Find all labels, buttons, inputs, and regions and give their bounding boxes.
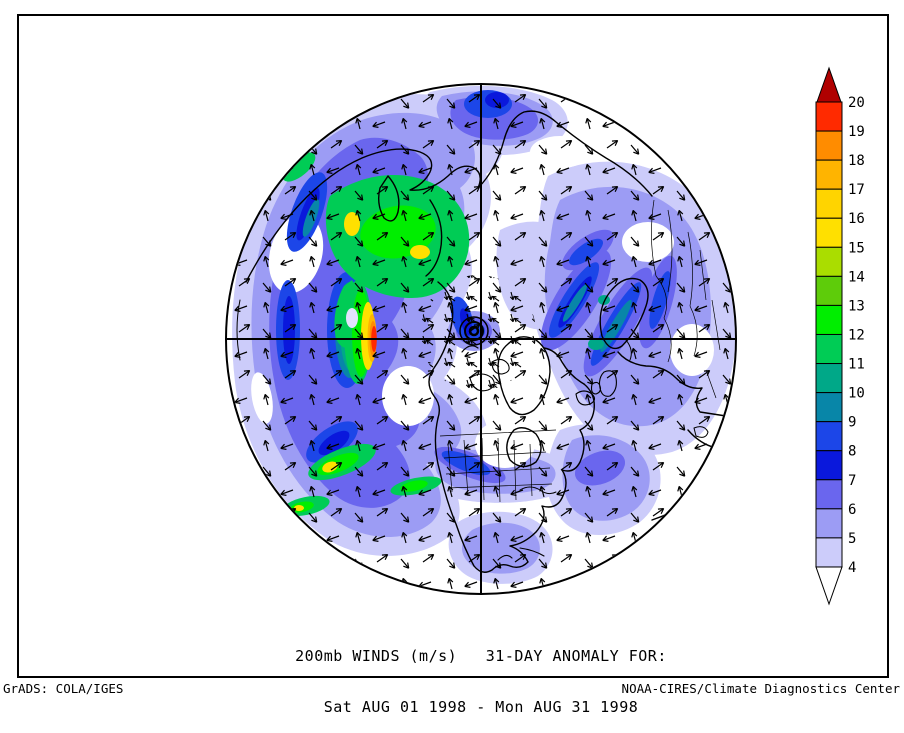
great-lakes — [519, 486, 557, 495]
colorbar-label: 20 — [848, 95, 865, 111]
colorbar-band — [815, 246, 843, 277]
colorbar-label: 6 — [848, 502, 856, 518]
colorbar-label: 19 — [848, 124, 865, 140]
country-borders — [439, 199, 721, 503]
baltic — [625, 339, 632, 361]
colorbar-band — [815, 450, 843, 481]
iceland — [575, 390, 596, 406]
colorbar-band — [815, 363, 843, 394]
colorbar-label: 11 — [848, 357, 865, 373]
north-america-coast — [434, 383, 595, 573]
europe-coast — [617, 351, 727, 417]
colorbar-band — [815, 188, 843, 219]
caribbean — [497, 547, 545, 561]
colorbar-arrow-bottom — [815, 566, 843, 606]
colorbar-band — [815, 421, 843, 452]
colorbar-label: 10 — [848, 386, 865, 402]
anomaly-map-svg: 20 19 18 17 16 15 14 13 12 11 10 9 8 7 6 5 4 — [225, 66, 865, 606]
colorbar-label: 4 — [848, 560, 856, 576]
colorbar-band — [815, 333, 843, 365]
crosshair — [225, 83, 737, 595]
colorbar-label: 14 — [848, 269, 865, 285]
plot-title-line1: 200mb WINDS (m/s) 31-DAY ANOMALY FOR: — [295, 647, 667, 665]
coastlines — [236, 110, 727, 573]
labrador-coast — [543, 347, 585, 385]
plot-title: 200mb WINDS (m/s) 31-DAY ANOMALY FOR: Sa… — [295, 614, 667, 733]
colorbar-band — [815, 479, 843, 510]
colorbar-band — [815, 217, 843, 248]
colorbar-label: 13 — [848, 298, 865, 314]
colorbar-label: 18 — [848, 153, 865, 169]
colorbar-label: 15 — [848, 240, 865, 256]
colorbar-band — [815, 537, 843, 568]
colorbar-band — [815, 275, 843, 306]
colorbar-band — [815, 304, 843, 335]
plot-frame — [17, 14, 889, 678]
noaa-credit: NOAA-CIRES/Climate Diagnostics Center — [621, 681, 900, 696]
colorbar-label: 9 — [848, 415, 856, 431]
colorbar-label: 5 — [848, 531, 856, 547]
colorbar-label: 12 — [848, 327, 865, 343]
colorbar-label: 17 — [848, 182, 865, 198]
alaska-coast — [428, 281, 454, 419]
colorbar-band — [815, 101, 843, 132]
scandinavia — [599, 277, 649, 350]
colorbar-band — [815, 508, 843, 539]
hudson-bay — [506, 427, 542, 468]
colorbar-band — [815, 392, 843, 423]
colorbar-arrow-top — [816, 66, 842, 103]
colorbar-label: 8 — [848, 444, 856, 460]
colorbar-band — [815, 130, 843, 161]
grads-credit: GrADS: COLA/IGES — [3, 681, 124, 696]
colorbar-label: 7 — [848, 473, 856, 489]
siberia-coast — [245, 110, 653, 283]
left-rim-coast — [236, 299, 241, 361]
colorbar: 20 19 18 17 16 15 14 13 12 11 10 9 8 7 6 5 4 — [815, 66, 865, 606]
kamchatka — [377, 175, 400, 222]
colorbar-label: 16 — [848, 211, 865, 227]
british-isles — [590, 370, 617, 397]
us-state-borders — [439, 429, 557, 503]
chukotka — [425, 199, 443, 277]
colorbar-band — [815, 159, 843, 190]
plot-title-line2: Sat AUG 01 1998 - Mon AUG 31 1998 — [323, 698, 639, 716]
